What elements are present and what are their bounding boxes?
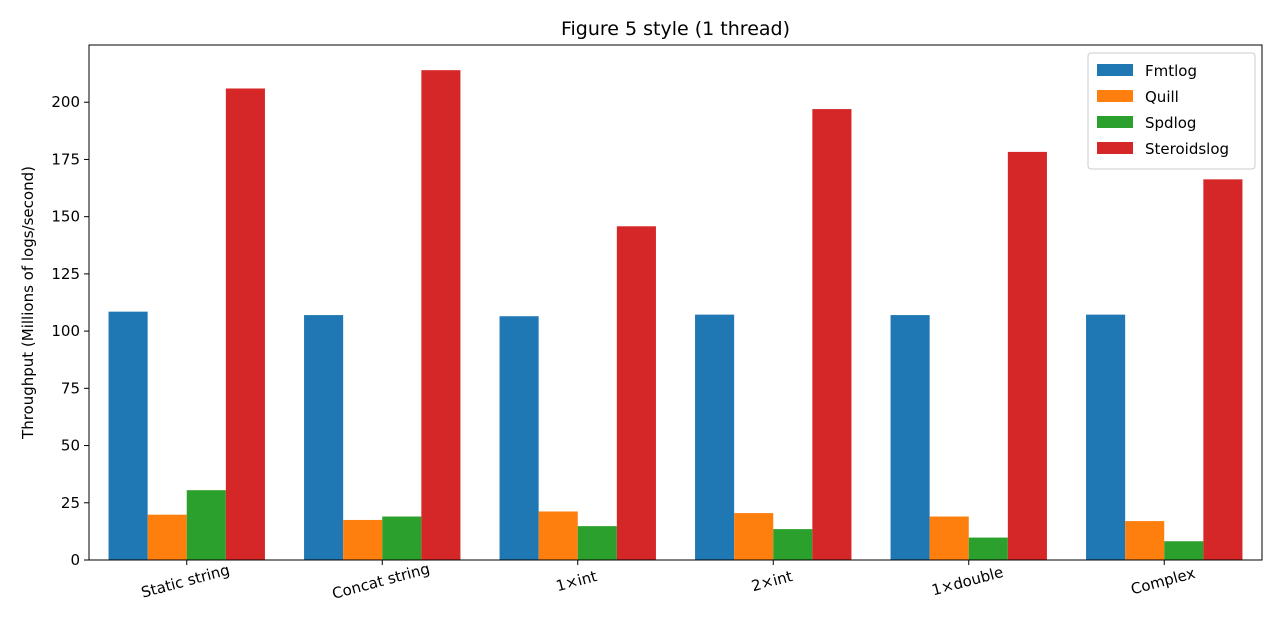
y-tick-label: 200 — [51, 93, 80, 111]
bar-quill — [734, 513, 774, 560]
bar-steroidslog — [616, 226, 656, 560]
bar-fmtlog — [890, 315, 930, 560]
y-tick-label: 125 — [51, 265, 80, 283]
x-tick-label: Static string — [139, 561, 231, 602]
legend-swatch — [1097, 142, 1133, 154]
bar-fmtlog — [108, 311, 148, 560]
y-axis: 0 25 50 75 100 125 150 175 200 — [51, 93, 89, 569]
y-tick-label: 175 — [51, 150, 80, 168]
x-tick-label: 1×double — [930, 563, 1005, 599]
bar-spdlog — [1164, 541, 1204, 560]
x-tick-label: 1×int — [554, 567, 599, 595]
bar-fmtlog — [499, 316, 539, 560]
plot-frame — [88, 44, 1263, 561]
bar-quill — [343, 519, 383, 560]
bars — [108, 70, 1243, 560]
bar-steroidslog — [225, 88, 265, 560]
legend-swatch — [1097, 90, 1133, 102]
bar-quill — [929, 516, 969, 560]
chart-title: Figure 5 style (1 thread) — [561, 18, 790, 40]
bar-fmtlog — [304, 315, 344, 560]
bar-steroidslog — [1203, 179, 1243, 560]
bar-quill — [147, 514, 187, 560]
legend-swatch — [1097, 64, 1133, 76]
y-tick-label: 150 — [51, 208, 80, 226]
y-axis-label: Throughput (Millions of logs/second) — [19, 166, 37, 440]
bar-spdlog — [968, 537, 1008, 560]
legend-label: Spdlog — [1145, 114, 1196, 132]
y-tick-label: 75 — [61, 379, 80, 397]
legend-label: Fmtlog — [1145, 62, 1197, 80]
legend-label: Steroidslog — [1145, 140, 1229, 158]
x-tick-label: 2×int — [750, 567, 795, 595]
y-tick-label: 100 — [51, 322, 80, 340]
legend-label: Quill — [1145, 88, 1179, 106]
y-tick-label: 0 — [70, 551, 80, 569]
x-tick-label: Concat string — [330, 559, 432, 602]
bar-steroidslog — [1007, 151, 1047, 560]
bar-quill — [538, 511, 578, 560]
y-tick-label: 25 — [61, 494, 80, 512]
bar-spdlog — [186, 490, 226, 560]
bar-spdlog — [773, 529, 813, 560]
bar-fmtlog — [695, 314, 735, 560]
bar-steroidslog — [812, 109, 852, 560]
bar-spdlog — [577, 526, 617, 560]
bar-steroidslog — [421, 70, 461, 560]
bar-quill — [1125, 521, 1165, 560]
legend-swatch — [1097, 116, 1133, 128]
x-tick-label: Complex — [1129, 564, 1197, 598]
y-tick-label: 50 — [61, 437, 80, 455]
x-axis: Static string Concat string 1×int 2×int 1×do… — [139, 559, 1197, 602]
bar-fmtlog — [1086, 314, 1126, 560]
bar-spdlog — [382, 516, 422, 560]
legend-box — [1087, 52, 1256, 170]
legend: Fmtlog Quill Spdlog Steroidslog — [1087, 52, 1256, 170]
